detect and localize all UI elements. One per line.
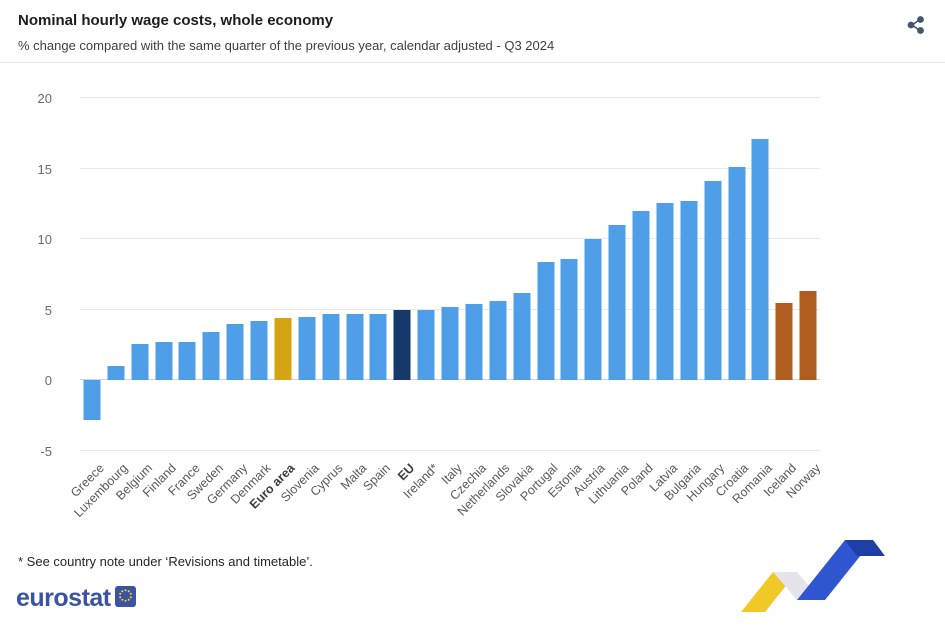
bar-denmark[interactable] bbox=[250, 321, 268, 381]
page-title: Nominal hourly wage costs, whole economy bbox=[18, 12, 334, 29]
bar-eu[interactable] bbox=[393, 309, 411, 381]
bar-cyprus[interactable] bbox=[322, 314, 340, 381]
bar-portugal[interactable] bbox=[537, 261, 555, 381]
bar-slovakia[interactable] bbox=[513, 292, 531, 381]
bar-netherlands[interactable] bbox=[489, 301, 507, 381]
x-axis-label: Spain bbox=[360, 461, 394, 494]
bar-croatia[interactable] bbox=[728, 167, 746, 381]
chart-subtitle: % change compared with the same quarter … bbox=[18, 38, 555, 53]
bar-germany[interactable] bbox=[226, 323, 244, 381]
bar-finland[interactable] bbox=[155, 342, 173, 381]
gridline bbox=[80, 450, 820, 451]
decorative-ribbon bbox=[733, 500, 893, 625]
bar-lithuania[interactable] bbox=[608, 225, 626, 381]
bar-sweden[interactable] bbox=[202, 332, 220, 381]
bar-slovenia[interactable] bbox=[298, 316, 316, 381]
share-icon bbox=[906, 15, 926, 40]
header-divider bbox=[0, 62, 945, 63]
eurostat-logo-text: eurostat bbox=[16, 584, 111, 612]
bar-spain[interactable] bbox=[369, 314, 387, 381]
bar-france[interactable] bbox=[178, 342, 196, 381]
y-axis-tick-label: 5 bbox=[44, 302, 52, 318]
bar-luxembourg[interactable] bbox=[107, 366, 125, 381]
y-axis-tick-label: -5 bbox=[40, 444, 52, 459]
bar-romania[interactable] bbox=[751, 138, 769, 381]
bar-latvia[interactable] bbox=[656, 202, 674, 381]
y-axis-tick-label: 0 bbox=[44, 373, 52, 389]
gridline bbox=[80, 167, 820, 169]
x-axis: Greece Luxembourg Belgium Finland France Swed… bbox=[68, 451, 823, 566]
y-axis-tick-label: 20 bbox=[37, 91, 52, 106]
y-axis-tick-label: 10 bbox=[37, 232, 52, 248]
chart-header: Nominal hourly wage costs, whole economy… bbox=[18, 12, 875, 53]
gridline bbox=[80, 238, 820, 240]
y-axis: -5 0 5 10 15 20 bbox=[20, 91, 66, 459]
bar-italy[interactable] bbox=[441, 306, 459, 381]
bar-ireland-[interactable] bbox=[417, 309, 435, 381]
bar-euro-area[interactable] bbox=[274, 318, 292, 381]
eurostat-logo[interactable]: eurostat bbox=[16, 584, 136, 613]
bar-iceland[interactable] bbox=[775, 302, 793, 381]
bar-norway[interactable] bbox=[799, 291, 817, 381]
bar-czechia[interactable] bbox=[465, 304, 483, 381]
share-button[interactable] bbox=[903, 14, 929, 40]
chart-footnote: * See country note under ‘Revisions and … bbox=[18, 554, 313, 569]
eu-flag-icon bbox=[114, 585, 136, 612]
gridline bbox=[80, 97, 820, 98]
bar-estonia[interactable] bbox=[560, 258, 578, 381]
bar-bulgaria[interactable] bbox=[680, 201, 698, 381]
y-axis-tick-label: 15 bbox=[37, 161, 52, 177]
bar-chart-plot-area: -5 0 5 10 15 20 Greece Luxembourg Belgium Finlan… bbox=[38, 91, 824, 520]
bar-greece[interactable] bbox=[83, 380, 101, 420]
bar-belgium[interactable] bbox=[131, 343, 149, 381]
bar-poland[interactable] bbox=[632, 210, 650, 381]
bar-malta[interactable] bbox=[346, 314, 364, 381]
bar-hungary[interactable] bbox=[704, 181, 722, 381]
bar-series bbox=[80, 98, 820, 451]
bar-austria[interactable] bbox=[584, 239, 602, 381]
